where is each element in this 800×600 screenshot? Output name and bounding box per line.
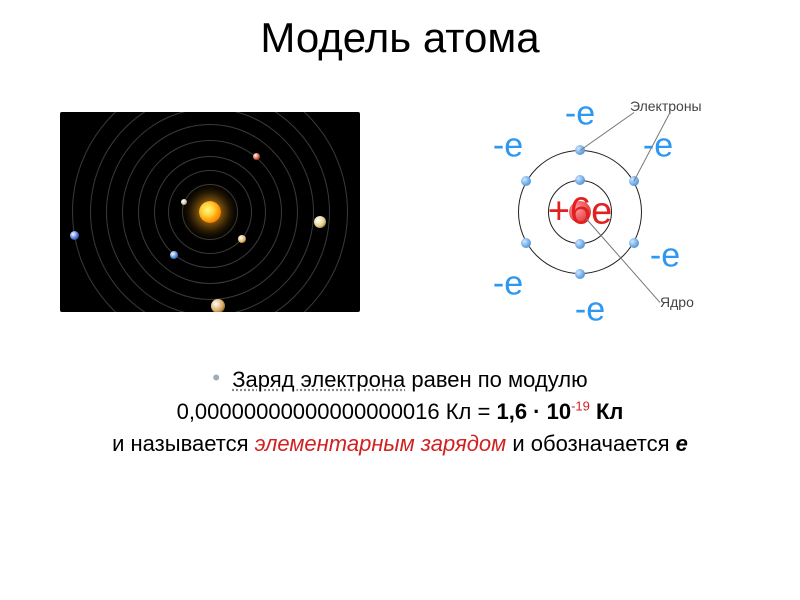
figures-row: +6е -е-е-е-е-е-еЭлектроныЯдро	[30, 72, 770, 352]
electron-dot	[521, 238, 531, 248]
electron-charge-label: -е	[575, 291, 605, 330]
orbit-ring	[72, 112, 348, 312]
electron-charge-label: -е	[650, 237, 680, 276]
planet-icon	[170, 251, 178, 259]
electron-dot	[521, 176, 531, 186]
electron-shell	[518, 150, 642, 274]
line2-decimal: 0,00000000000000000016 Кл =	[177, 399, 497, 424]
line-1: • Заряд электрона равен по модулю	[30, 364, 770, 396]
line3-pre: и называется	[112, 431, 254, 456]
electron-dot	[629, 238, 639, 248]
bullet-icon: •	[212, 365, 220, 390]
planet-icon	[314, 216, 326, 228]
solar-system-figure	[60, 112, 360, 312]
electron-dot	[575, 175, 585, 185]
planet-icon	[211, 299, 225, 312]
slide: Модель атома +6е -е-е-е-е-е-еЭлектроныЯд…	[0, 0, 800, 600]
electron-charge-label: -е	[493, 127, 523, 166]
atom-diagram: +6е -е-е-е-е-е-еЭлектроныЯдро	[420, 82, 740, 342]
page-title: Модель атома	[30, 14, 770, 62]
line3-red: элементарным зарядом	[255, 431, 507, 456]
line-3: и называется элементарным зарядом и обоз…	[30, 428, 770, 460]
electron-dot	[575, 269, 585, 279]
body-text: • Заряд электрона равен по модулю 0,0000…	[30, 364, 770, 460]
line2-rhs-base: 1,6 · 10	[496, 399, 571, 424]
electron-dot	[575, 239, 585, 249]
line2-rhs-exp: -19	[571, 399, 590, 414]
line-2: 0,00000000000000000016 Кл = 1,6 · 10-19 …	[30, 396, 770, 428]
line1-rest: равен по модулю	[405, 367, 587, 392]
electron-charge-label: -е	[565, 95, 595, 134]
line3-e: е	[676, 431, 688, 456]
annotation-electrons: Электроны	[630, 98, 702, 114]
line1-underlined: Заряд электрона	[232, 367, 405, 392]
electron-charge-label: -е	[493, 265, 523, 304]
line3-post: и обозначается	[506, 431, 675, 456]
annotation-nucleus: Ядро	[660, 294, 694, 310]
line2-rhs-suffix: Кл	[590, 399, 624, 424]
